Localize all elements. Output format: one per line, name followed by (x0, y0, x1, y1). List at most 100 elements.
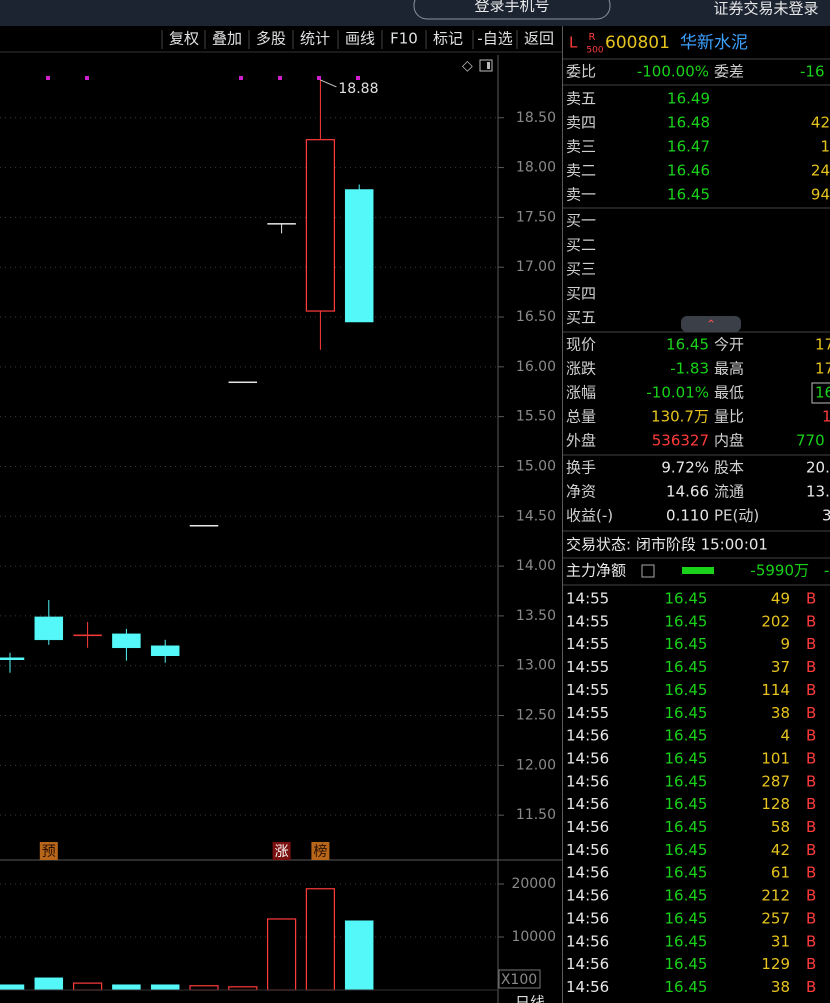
stat-value: 20. (806, 459, 830, 477)
login-button-frame[interactable] (413, 0, 611, 20)
trade-price: 16.45 (665, 887, 708, 905)
event-label: 榜 (313, 843, 327, 860)
trade-volume: 101 (761, 749, 790, 767)
stat-value: -10.01% (646, 384, 709, 402)
login-button[interactable]: 登录手机号 (474, 0, 549, 15)
trade-side: B (806, 887, 816, 905)
trade-time: 14:56 (566, 864, 609, 882)
event-label: 涨 (275, 844, 289, 860)
toolbar-button[interactable]: 复权 (169, 30, 199, 48)
trade-time: 14:56 (566, 795, 609, 813)
stat-label: PE(动) (714, 507, 759, 525)
volume-bar (0, 984, 25, 991)
trade-price: 16.45 (665, 590, 708, 608)
toolbar-button[interactable]: 返回 (524, 30, 554, 48)
event-badge (272, 842, 291, 860)
stat-label: 最高 (714, 360, 744, 378)
event-badge (39, 842, 58, 860)
tool-icon[interactable] (479, 59, 493, 72)
y-tick-label: 18.00 (516, 160, 556, 176)
main-flow-label: 主力净额 (566, 562, 626, 580)
toolbar-button[interactable]: 统计 (300, 30, 330, 48)
trade-side: B (806, 818, 816, 836)
sell-volume: 94 (811, 186, 830, 204)
stat-value: 3 (822, 507, 830, 525)
period-label[interactable]: 日线 (515, 994, 545, 1003)
y-tick-label: 13.00 (516, 658, 556, 674)
trade-time: 14:56 (566, 841, 609, 859)
trade-time: 14:56 (566, 772, 609, 790)
toolbar-button[interactable]: 叠加 (212, 30, 242, 48)
y-tick-label: 10000 (511, 929, 556, 945)
y-tick-label: 14.50 (516, 508, 556, 524)
volume-bar (305, 888, 335, 991)
stat-label: 最低 (714, 384, 744, 402)
trade-time: 14:56 (566, 749, 609, 767)
trade-volume: 129 (761, 955, 790, 973)
trade-side: B (806, 635, 816, 653)
stat-value: 0.110 (666, 507, 709, 525)
toolbar-button[interactable]: 画线 (345, 30, 375, 48)
sell-label: 卖四 (566, 114, 596, 132)
trade-price: 16.45 (665, 658, 708, 676)
stat-value: -1.83 (670, 360, 709, 378)
trade-price: 16.45 (665, 818, 708, 836)
row-label: 委比 (566, 63, 596, 81)
candle-body (73, 634, 102, 637)
trade-volume: 128 (761, 795, 790, 813)
toolbar-button[interactable]: F10 (390, 30, 418, 48)
trading-status: 交易状态: 闭市阶段 15:00:01 (566, 536, 768, 554)
sell-price: 16.45 (667, 186, 710, 204)
trade-price: 16.45 (665, 795, 708, 813)
trade-volume: 49 (771, 590, 790, 608)
volume-bar (150, 984, 180, 991)
stat-label: 外盘 (566, 432, 596, 450)
y-tick-label: 14.00 (516, 558, 556, 574)
stat-value: 16 (815, 384, 830, 402)
stat-value: 17 (815, 336, 830, 354)
trade-price: 16.45 (665, 749, 708, 767)
y-tick-label: 18.50 (516, 110, 556, 126)
trade-status[interactable]: 证券交易未登录 (713, 0, 818, 18)
marker-dot (278, 76, 282, 80)
expand-button[interactable] (681, 316, 741, 332)
stat-label: 净资 (566, 483, 596, 501)
tool-icon[interactable]: ◇ (462, 58, 473, 74)
flag: L (569, 34, 578, 52)
trade-volume: 42 (771, 841, 790, 859)
trade-side: B (806, 978, 816, 996)
unit-box (498, 969, 541, 989)
trade-price: 16.45 (665, 909, 708, 927)
trade-volume: 31 (771, 932, 790, 950)
trade-volume: 61 (771, 864, 790, 882)
unit-label: X100 (501, 972, 537, 988)
stat-label: 流通 (714, 483, 744, 501)
toolbar-button[interactable]: 多股 (256, 30, 286, 48)
trade-side: B (806, 704, 816, 722)
toolbar-button[interactable]: -自选 (477, 30, 512, 48)
trade-side: B (806, 727, 816, 745)
stat-label: 涨跌 (566, 360, 596, 378)
toolbar-button[interactable]: 标记 (433, 30, 463, 48)
volume-bar (189, 985, 219, 991)
flow-icon[interactable] (641, 564, 655, 578)
stat-label: 今开 (714, 336, 744, 354)
trade-volume: 9 (780, 635, 790, 653)
trade-side: B (806, 841, 816, 859)
trade-price: 16.45 (665, 612, 708, 630)
trade-time: 14:55 (566, 635, 609, 653)
trade-side: B (806, 772, 816, 790)
candle-body (267, 223, 296, 225)
volume-bar (344, 920, 374, 991)
trade-price: 16.45 (665, 978, 708, 996)
volume-bar (112, 984, 141, 991)
stat-value: 16.45 (666, 336, 709, 354)
stat-label: 换手 (566, 459, 596, 477)
stat-value: 14.66 (666, 483, 709, 501)
trade-side: B (806, 955, 816, 973)
trade-side: B (806, 681, 816, 699)
stat-value: 536327 (652, 432, 709, 450)
y-tick-label: 15.50 (516, 409, 556, 425)
stock-code: 600801 (605, 33, 670, 53)
candle-body (34, 616, 64, 641)
